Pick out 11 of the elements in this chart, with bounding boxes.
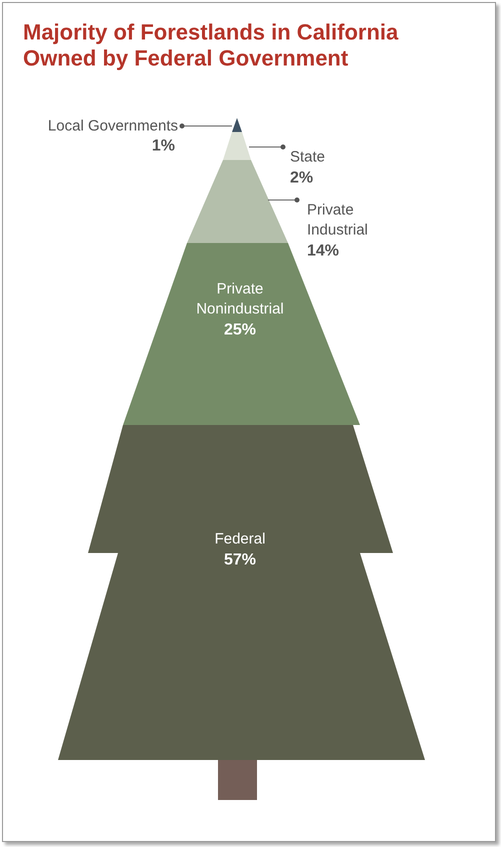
category-label: State (290, 148, 326, 166)
text: Majority of Forestlands in California Owned by Federal Government (23, 20, 404, 70)
data-label: 1% (152, 138, 175, 154)
data-label: 2% (290, 170, 314, 186)
data-label: 57% (224, 552, 256, 568)
category-label: Private Nonindustrial (196, 280, 284, 318)
data-label: 25% (224, 322, 256, 338)
category-label: Federal (214, 530, 266, 548)
category-label: Private Industrial (307, 202, 368, 238)
data-label: 14% (307, 242, 340, 260)
category-label: Local Governments (48, 118, 178, 134)
